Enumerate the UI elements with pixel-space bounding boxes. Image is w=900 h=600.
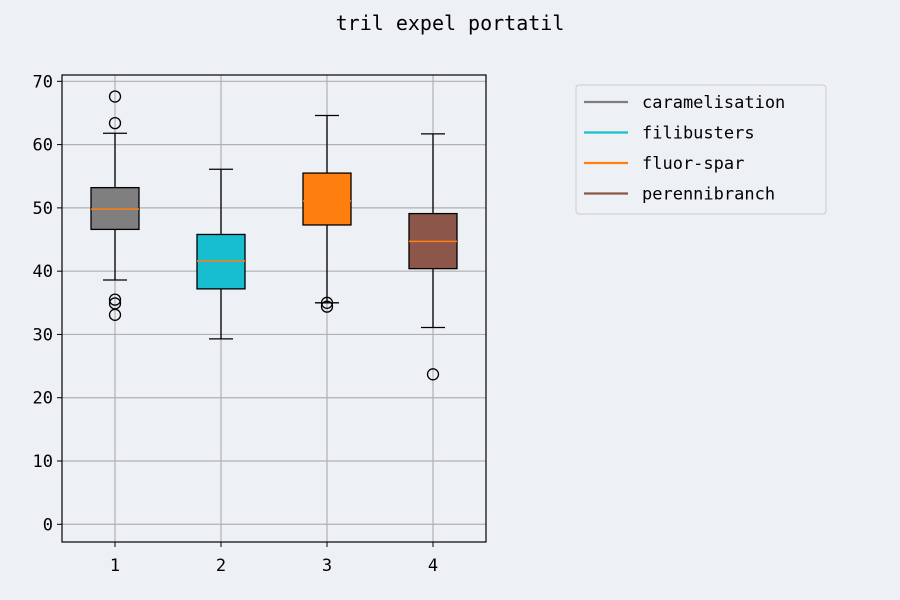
outlier-point <box>108 293 122 306</box>
x-tick-label: 4 <box>428 556 438 576</box>
y-tick-label: 20 <box>33 389 53 409</box>
outlier-point <box>320 296 334 309</box>
outlier-point <box>108 308 122 321</box>
legend-item: fluor-spar <box>584 154 744 174</box>
box-filibusters <box>196 168 246 340</box>
box-series <box>90 90 458 381</box>
axes: 0 10 20 30 40 50 60 70 1 2 3 4 <box>33 72 439 576</box>
legend-label: fluor-spar <box>642 154 744 174</box>
y-tick-label: 0 <box>43 515 53 535</box>
y-tick-label: 50 <box>33 199 53 219</box>
outlier-point <box>320 300 334 313</box>
iqr-box <box>302 172 352 226</box>
grid-lines <box>62 75 486 542</box>
outlier-point <box>108 90 122 103</box>
box-caramelisation <box>90 90 140 321</box>
box-perennibranch <box>408 133 458 381</box>
y-tick-label: 10 <box>33 452 53 472</box>
legend: caramelisation filibusters fluor-spar peren… <box>575 84 827 215</box>
x-tick-label: 3 <box>322 556 332 576</box>
legend-item: perennibranch <box>584 185 775 205</box>
plot-frame <box>61 74 487 543</box>
y-tick-label: 30 <box>33 325 53 345</box>
x-tick-label: 2 <box>216 556 226 576</box>
x-tick-label: 1 <box>110 556 120 576</box>
legend-item: filibusters <box>584 124 755 144</box>
legend-item: caramelisation <box>584 93 785 113</box>
legend-label: perennibranch <box>642 185 775 205</box>
outlier-point <box>426 368 440 381</box>
y-tick-label: 70 <box>33 72 53 92</box>
box-fluor-spar <box>302 114 352 313</box>
outlier-point <box>108 116 122 130</box>
y-tick-label: 60 <box>33 136 53 156</box>
y-tick-label: 40 <box>33 262 53 282</box>
legend-label: filibusters <box>642 124 755 144</box>
legend-label: caramelisation <box>642 93 785 113</box>
chart-title: tril expel portatil <box>336 11 565 35</box>
legend-frame <box>575 84 827 215</box>
